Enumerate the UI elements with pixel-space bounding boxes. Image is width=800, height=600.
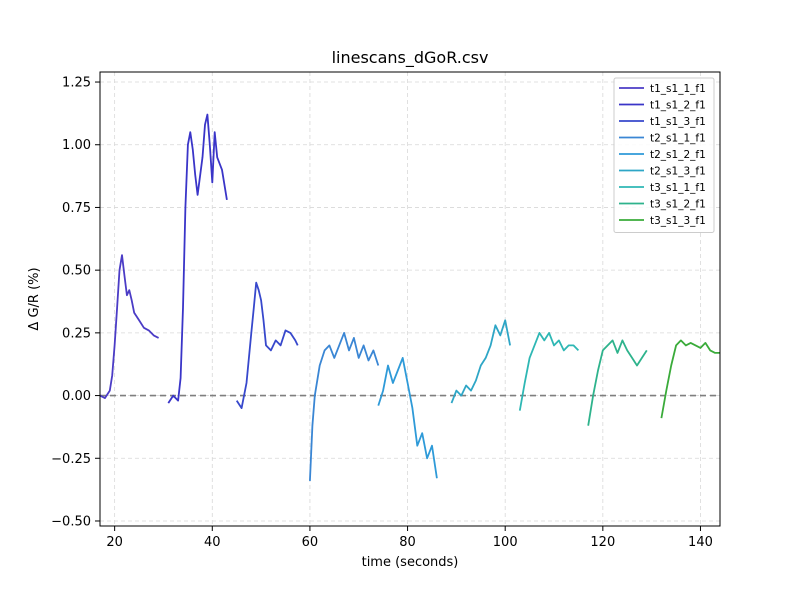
chart-title: linescans_dGoR.csv [332,48,489,68]
legend-label: t3_s1_2_f1 [650,198,706,210]
series-line-t3_s1_3_f1 [660,339,720,419]
plot-frame [99,71,721,527]
x-tick-label: 60 [302,535,319,550]
series-line-t1_s1_3_f1 [235,281,299,410]
series-line-t2_s1_2_f1 [377,356,438,479]
tick-layer: 20 40 60 80 100 120 140 −0.50 −0.25 0.00 0.25 0.50 0… [51,76,713,550]
x-tick-label: 100 [493,535,518,550]
series-line-t2_s1_3_f1 [450,319,511,404]
legend-label: t1_s1_3_f1 [650,116,706,128]
series-line-t3_s1_1_f1 [587,339,648,426]
series-line-t1_s1_2_f1 [167,113,228,404]
legend-box [613,77,715,233]
legend-label: t2_s1_1_f1 [650,132,706,144]
x-tick-label: 120 [590,535,615,550]
series-line-t2_s1_1_f1 [518,331,580,411]
legend-label: t2_s1_3_f1 [650,165,706,177]
x-tick-label: 80 [399,535,416,550]
y-tick-label: 0.00 [62,389,91,404]
y-tick-label: 0.50 [62,264,91,279]
x-tick-label: 40 [204,535,221,550]
series-line-t1_s1_1_f1 [99,254,160,400]
legend-label: t1_s1_1_f1 [650,83,706,95]
x-axis-label: time (seconds) [362,555,459,570]
x-tick-label: 140 [688,535,713,550]
y-tick-label: 1.00 [62,138,91,153]
legend: t1_s1_1_f1 t1_s1_2_f1 t1_s1_3_f1 t2_s1_1_f1… [613,77,715,233]
y-tick-label: 1.25 [62,76,91,91]
legend-label: t3_s1_1_f1 [650,182,706,194]
y-tick-label: −0.25 [51,452,91,467]
y-axis-label: Δ G/R (%) [27,267,42,330]
series-line-t2_s1_1_f1 [309,331,380,481]
y-tick-label: −0.50 [51,514,91,529]
y-tick-label: 0.25 [62,326,91,341]
y-tick-label: 0.75 [62,201,91,216]
x-tick-label: 20 [106,535,123,550]
legend-label: t3_s1_3_f1 [650,215,706,227]
legend-label: t2_s1_2_f1 [650,149,706,161]
legend-label: t1_s1_2_f1 [650,99,706,111]
series-layer [99,113,720,481]
